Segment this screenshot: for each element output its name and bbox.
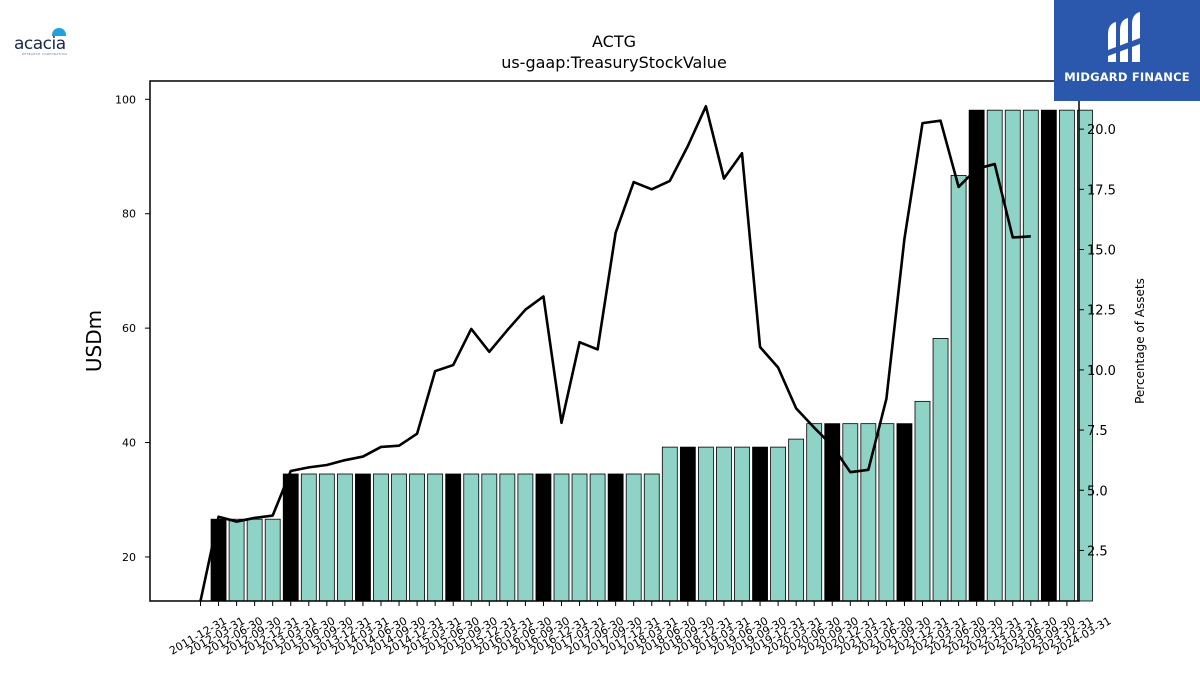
y-tick-label: 80: [122, 208, 136, 221]
bar: [1040, 109, 1057, 602]
bar: [553, 473, 570, 602]
y2-tick-label: 17.5: [1087, 183, 1116, 198]
midgard-finance-logo: MIDGARD FINANCE: [1054, 0, 1200, 101]
bar: [1077, 109, 1093, 602]
bar: [228, 518, 245, 602]
midgard-logo-text: MIDGARD FINANCE: [1064, 70, 1190, 84]
bar: [391, 473, 407, 602]
bar: [517, 473, 534, 602]
bar: [842, 423, 859, 602]
bar: [824, 423, 841, 602]
bar: [210, 518, 227, 602]
y-tick-label: 20: [122, 551, 136, 564]
bar: [246, 518, 263, 602]
y2-tick-label: 20.0: [1087, 123, 1116, 138]
y2-tick-label: 10.0: [1087, 364, 1116, 379]
bar: [752, 446, 768, 602]
bar: [716, 446, 732, 602]
bar: [463, 473, 480, 602]
bar: [355, 473, 371, 602]
bar: [896, 423, 913, 602]
bar: [336, 473, 353, 602]
bar: [1059, 109, 1075, 602]
y2-tick-label: 2.5: [1087, 544, 1108, 559]
bar: [788, 438, 805, 602]
plot-frame: [149, 80, 1080, 602]
bar: [1022, 109, 1039, 602]
y2-tick-label: 12.5: [1087, 304, 1116, 319]
bar: [571, 473, 588, 602]
bar: [950, 174, 967, 602]
y-tick-label: 60: [122, 322, 136, 335]
bar: [264, 518, 281, 602]
bar: [806, 423, 823, 602]
bar: [914, 400, 931, 602]
bar: [282, 473, 299, 602]
percentage-line: [199, 104, 1031, 602]
bar: [409, 473, 426, 602]
bar: [698, 446, 714, 602]
chart-title: ACTG: [592, 32, 636, 51]
y-tick-label: 40: [122, 437, 136, 450]
bar: [878, 423, 895, 602]
bar: [625, 473, 642, 602]
bar: [481, 473, 498, 602]
bar: [499, 473, 516, 602]
bar: [445, 473, 462, 602]
bar: [661, 446, 678, 602]
acacia-logo-tagline: RESEARCH CORPORATION: [22, 52, 67, 56]
bar: [589, 473, 606, 602]
y-axis-label: USDm: [82, 310, 106, 372]
y2-tick-label: 15.0: [1087, 244, 1116, 259]
bar: [734, 446, 750, 602]
acacia-logo: acacia RESEARCH CORPORATION: [12, 26, 78, 58]
x-axis: 2011-12-312012-03-312012-06-302012-09-30…: [167, 601, 1113, 658]
bar: [770, 446, 786, 602]
bar: [679, 446, 696, 602]
y-tick-label: 100: [115, 93, 136, 106]
bar: [643, 473, 660, 602]
bar: [535, 473, 552, 602]
y2-tick-label: 5.0: [1087, 484, 1108, 499]
logo-drop-icon: [52, 28, 66, 36]
midgard-mark-icon: [1108, 12, 1140, 62]
bar: [1004, 109, 1021, 602]
chart-subtitle: us-gaap:TreasuryStockValue: [501, 53, 727, 72]
y-axis-left: 20 40 60 80 100: [115, 93, 150, 564]
y2-axis-label: Percentage of Assets: [1133, 278, 1147, 404]
bar: [968, 109, 985, 602]
bar: [607, 473, 624, 602]
acacia-logo-text: acacia: [14, 34, 66, 54]
line-series: [199, 104, 1031, 602]
y-axis-right: 2.5 5.0 7.5 10.0 12.5 15.0 17.5 20.0: [1079, 123, 1116, 559]
bar: [300, 473, 317, 602]
bar: [318, 473, 335, 602]
bar: [932, 338, 949, 602]
bar: [427, 473, 444, 602]
y2-tick-label: 7.5: [1087, 424, 1108, 439]
bar: [373, 473, 389, 602]
